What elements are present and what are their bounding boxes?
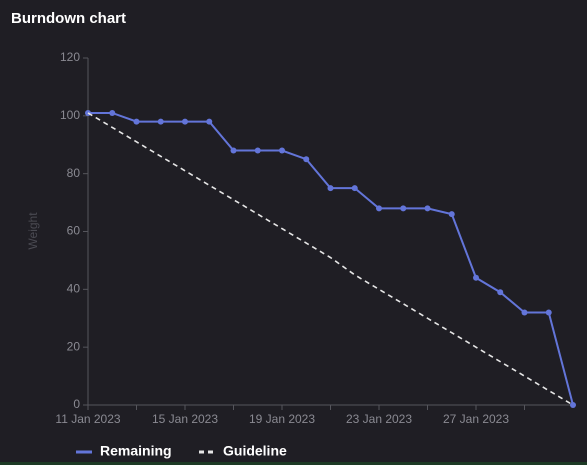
x-tick-label: 23 Jan 2023 <box>346 412 412 426</box>
point <box>570 402 576 408</box>
y-tick-label: 0 <box>73 397 80 411</box>
point <box>473 274 479 281</box>
point <box>448 211 455 218</box>
point <box>424 205 431 212</box>
y-tick-label: 120 <box>60 50 80 64</box>
x-tick-label: 15 Jan 2023 <box>152 412 218 426</box>
x-tick-label: 19 Jan 2023 <box>249 412 315 426</box>
point <box>497 289 504 296</box>
point <box>206 118 213 125</box>
x-tick-label: 11 Jan 2023 <box>55 412 120 426</box>
y-tick-label: 40 <box>67 282 81 296</box>
point <box>182 118 188 125</box>
point <box>400 205 407 212</box>
y-tick-label: 100 <box>60 108 80 122</box>
bottom-edge <box>0 462 587 465</box>
point <box>327 185 334 192</box>
x-tick-label: 27 Jan 2023 <box>443 412 509 426</box>
point <box>254 147 261 154</box>
y-axis-label: Weight <box>26 212 40 250</box>
point <box>109 109 116 116</box>
point <box>133 118 140 125</box>
point <box>279 147 285 154</box>
legend-label: Guideline <box>223 443 287 459</box>
point <box>545 309 552 316</box>
point <box>521 309 528 316</box>
series-line <box>87 112 574 406</box>
point <box>157 118 164 125</box>
point <box>230 147 237 154</box>
point <box>351 185 358 192</box>
y-tick-label: 80 <box>67 166 81 180</box>
legend-label: Remaining <box>100 443 172 459</box>
point <box>376 205 382 212</box>
chart-title: Burndown chart <box>11 10 126 27</box>
y-tick-label: 60 <box>67 224 81 238</box>
point <box>303 156 310 163</box>
y-tick-label: 20 <box>67 339 81 353</box>
